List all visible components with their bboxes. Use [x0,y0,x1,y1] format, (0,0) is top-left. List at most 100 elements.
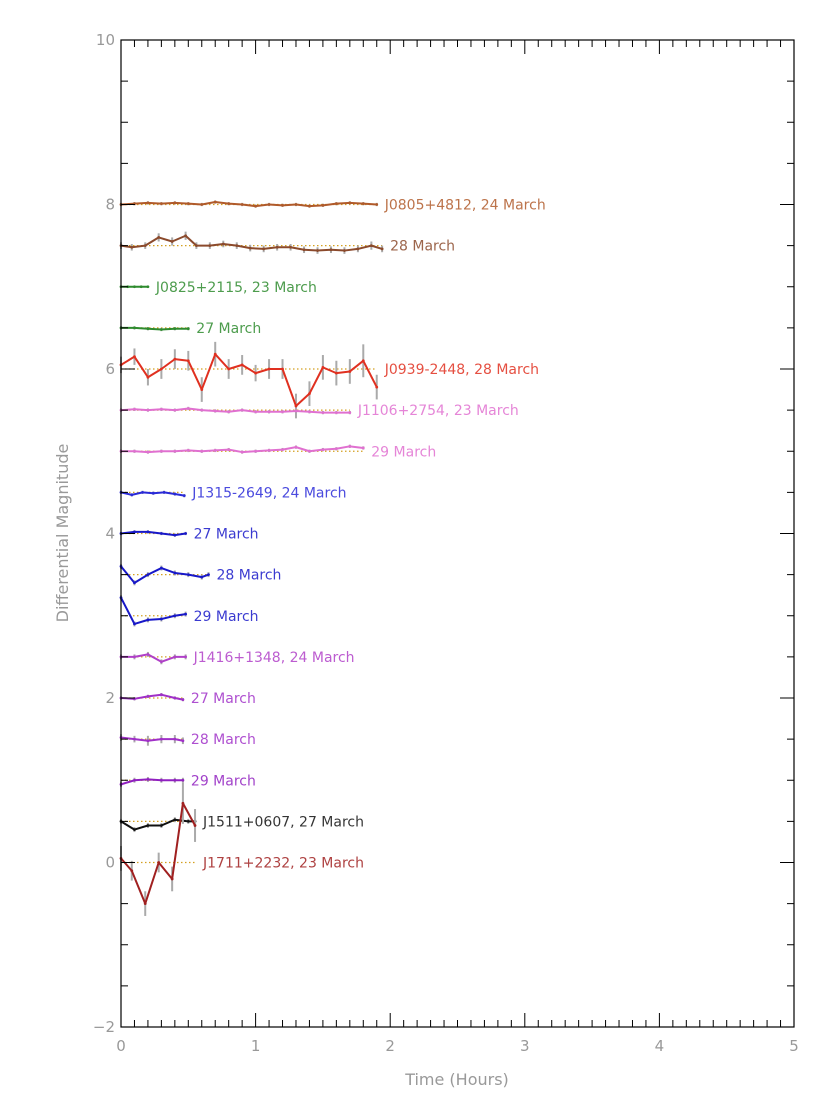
data-point [254,449,257,453]
data-point [221,242,225,246]
data-point [146,824,150,827]
data-point [186,819,190,823]
data-point [184,234,188,238]
series-group [119,651,188,665]
data-point [361,359,365,363]
data-point [173,614,177,618]
data-point [181,801,185,805]
data-point [200,408,204,412]
series-group [119,817,197,833]
data-point [159,693,163,697]
series-group [119,341,379,419]
x-tick-label: 0 [116,1037,126,1055]
data-point [248,246,252,250]
series-label: J1511+0607, 27 March [202,814,364,830]
data-point [146,327,150,331]
data-point [146,739,150,743]
series-label: 29 March [194,609,259,625]
data-point [157,861,161,864]
data-point [181,739,185,743]
x-tick-label: 5 [789,1037,799,1055]
data-point [141,490,144,494]
data-point [200,449,204,453]
data-point [334,411,338,414]
data-point [146,530,150,534]
data-point [275,245,279,249]
data-point [186,407,190,410]
y-tick-label: 2 [105,689,115,707]
data-point [343,249,346,252]
data-point [159,367,163,371]
series-group [119,200,379,208]
data-point [294,409,298,413]
data-point [173,533,177,537]
data-point [334,371,338,375]
data-point [348,370,352,373]
data-point [308,392,311,396]
data-point [348,411,352,414]
series-line [120,353,378,408]
axis-ticks [120,39,795,1028]
series-label: 27 March [191,691,256,707]
series-group [119,406,352,415]
data-point [173,737,177,741]
data-point [361,202,365,206]
data-point [146,450,150,454]
series-group [119,776,185,787]
data-point [143,902,147,906]
data-point [186,449,190,452]
data-point [133,737,136,741]
series-label: 27 March [196,321,261,337]
series-label: J1315-2649, 24 March [191,485,346,501]
data-point [170,240,174,243]
y-tick-label: 6 [105,360,115,378]
data-point [133,655,136,659]
series-group [119,231,384,254]
data-point [213,449,217,452]
data-point [361,446,365,450]
data-point [186,573,190,577]
series-label: J1416+1348, 24 March [193,650,355,666]
series-label: J1711+2232, 23 March [202,856,364,872]
data-point [281,367,284,371]
series-group [119,490,186,498]
data-point [173,818,177,822]
data-point [194,244,198,248]
series-group [119,734,185,746]
data-point [262,247,266,251]
series-label: J0825+2115, 23 March [155,280,317,296]
data-point [380,247,384,251]
series-label: 29 March [191,773,256,789]
data-point [173,696,177,700]
data-point [159,328,163,331]
data-point [294,445,298,449]
data-point [146,408,150,412]
data-point [133,407,136,411]
data-point [213,200,217,204]
y-tick-label: 8 [105,196,115,214]
series-line [120,407,350,414]
series-line [121,653,186,663]
data-point [321,365,325,369]
series-label: J1106+2754, 23 March [357,403,519,419]
data-point [133,778,136,782]
series-line [120,201,377,208]
data-point [294,404,298,408]
data-point [157,236,161,239]
data-point [162,490,166,494]
data-point [182,494,186,498]
data-point [159,566,163,570]
data-point [289,245,292,249]
data-point [308,410,311,414]
data-point [130,869,134,873]
series-line [120,530,186,537]
data-point [316,249,319,252]
data-point [146,573,150,577]
x-axis-label: Time (Hours) [404,1070,509,1089]
data-point [146,694,150,698]
data-point [200,203,204,206]
data-point [308,449,311,453]
data-point [173,357,177,361]
data-point [200,388,204,391]
